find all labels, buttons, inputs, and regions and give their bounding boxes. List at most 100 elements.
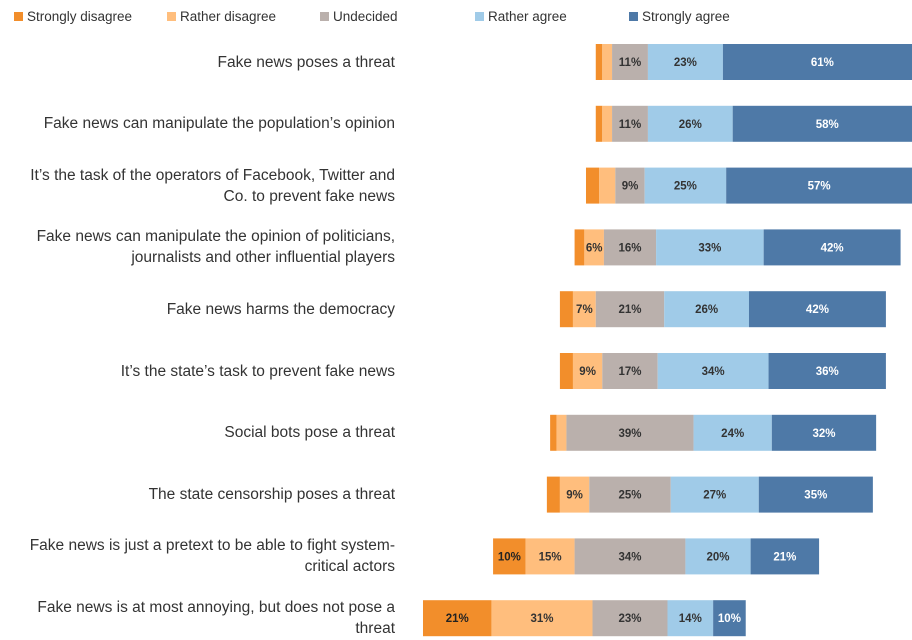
- bar-segment: [693, 414, 772, 451]
- bar-segment: [595, 44, 603, 80]
- bar-segment: [493, 538, 526, 575]
- bar-segment: [602, 105, 613, 142]
- legend-swatch: [629, 12, 638, 21]
- bar-segment: [722, 44, 912, 80]
- bar-segment: [572, 291, 596, 328]
- bar-segment: [664, 291, 749, 328]
- category-label: Social bots pose a threat: [224, 424, 395, 442]
- data-label: 26%: [695, 304, 718, 316]
- data-label: 27%: [703, 490, 726, 502]
- legend-swatch: [475, 12, 484, 21]
- data-label: 21%: [446, 613, 469, 625]
- data-label: 23%: [674, 57, 697, 69]
- data-label: 17%: [618, 366, 641, 378]
- data-label: 16%: [618, 242, 641, 254]
- data-label: 25%: [674, 181, 697, 193]
- legend-label: Rather disagree: [180, 9, 276, 24]
- category-label: The state censorship poses a threat: [148, 486, 395, 504]
- bar-segment: [602, 44, 613, 80]
- bar-segment: [595, 105, 603, 142]
- bar-segment: [602, 353, 658, 389]
- data-label: 32%: [812, 428, 835, 440]
- bar-segment: [685, 538, 751, 575]
- bar-segment: [559, 353, 573, 389]
- bar-segment: [657, 353, 769, 389]
- bar-segment: [647, 105, 733, 142]
- bar-segment: [656, 229, 764, 266]
- data-label: 21%: [773, 551, 796, 563]
- category-label: It’s the task of the operators of Facebo…: [30, 166, 395, 205]
- category-label: Fake news poses a threat: [217, 53, 396, 71]
- bar-segment: [559, 291, 573, 328]
- bar-segment: [748, 291, 886, 328]
- data-label: 15%: [539, 551, 562, 563]
- legend-label: Strongly disagree: [27, 9, 132, 24]
- data-label: 42%: [821, 242, 844, 254]
- bar-segment: [550, 414, 557, 451]
- bar-segment: [726, 167, 912, 204]
- bar-segment: [644, 167, 727, 204]
- bar-segment: [584, 229, 604, 266]
- bar-segment: [595, 291, 665, 328]
- data-label: 11%: [619, 119, 641, 131]
- category-label: Fake news is at most annoying, but does …: [37, 599, 395, 638]
- data-label: 24%: [721, 428, 744, 440]
- bar-segment: [615, 167, 645, 204]
- data-label: 6%: [586, 242, 603, 254]
- data-label: 9%: [566, 490, 583, 502]
- bar-segment: [612, 105, 648, 142]
- legend-swatch: [320, 12, 329, 21]
- data-label: 10%: [498, 551, 521, 563]
- data-label: 33%: [698, 242, 721, 254]
- data-label: 7%: [576, 304, 593, 316]
- bar-segment: [525, 538, 575, 575]
- data-label: 21%: [618, 304, 641, 316]
- bar-segment: [491, 600, 593, 637]
- data-label: 26%: [679, 119, 702, 131]
- bar-segment: [670, 476, 759, 513]
- legend-swatch: [14, 12, 23, 21]
- bar-segment: [667, 600, 714, 637]
- bar-segment: [768, 353, 886, 389]
- data-label: 25%: [618, 490, 641, 502]
- bar-segment: [763, 229, 901, 266]
- data-label: 23%: [618, 613, 641, 625]
- data-label: 10%: [718, 613, 741, 625]
- bar-segment: [771, 414, 877, 451]
- category-label: Fake news can manipulate the opinion of …: [36, 228, 395, 267]
- bar-segment: [758, 476, 873, 513]
- data-label: 34%: [702, 366, 725, 378]
- legend-label: Rather agree: [488, 9, 567, 24]
- data-label: 34%: [618, 551, 641, 563]
- bar-segment: [713, 600, 746, 637]
- bar-segment: [566, 414, 694, 451]
- category-label: Fake news can manipulate the population’…: [43, 115, 395, 133]
- data-label: 14%: [679, 613, 702, 625]
- data-label: 57%: [808, 181, 831, 193]
- bar-segment: [422, 600, 492, 637]
- data-label: 39%: [618, 428, 641, 440]
- bar-segment: [732, 105, 912, 142]
- bar-segment: [574, 229, 585, 266]
- bar-segment: [585, 167, 600, 204]
- category-label: Fake news harms the democracy: [166, 300, 395, 318]
- data-label: 35%: [804, 490, 827, 502]
- legend-swatch: [167, 12, 176, 21]
- data-label: 31%: [530, 613, 553, 625]
- data-label: 42%: [806, 304, 829, 316]
- bar-segment: [592, 600, 668, 637]
- bar-segment: [612, 44, 648, 80]
- bar-segment: [589, 476, 671, 513]
- bar-segment: [546, 476, 560, 513]
- data-label: 61%: [811, 57, 834, 69]
- bar-segment: [559, 476, 590, 513]
- data-label: 11%: [619, 57, 641, 69]
- data-label: 20%: [707, 551, 730, 563]
- bar-segment: [574, 538, 686, 575]
- bar-segment: [556, 414, 567, 451]
- data-label: 58%: [816, 119, 839, 131]
- legend-label: Strongly agree: [642, 9, 730, 24]
- legend-label: Undecided: [333, 9, 398, 24]
